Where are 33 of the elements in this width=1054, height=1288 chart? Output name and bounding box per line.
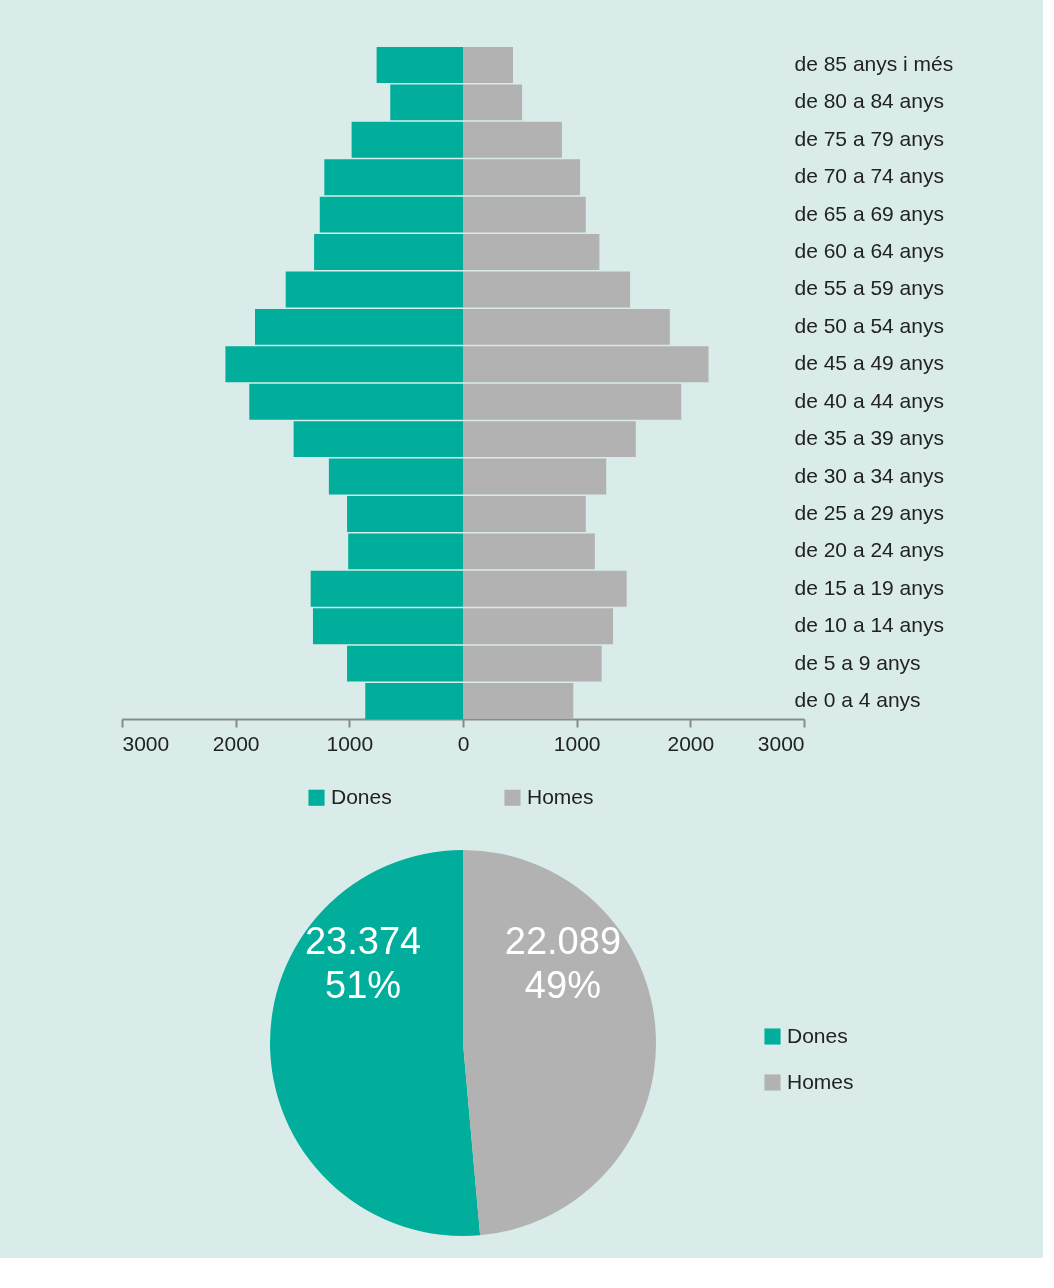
y-tick-label: de 85 anys i més <box>794 51 954 75</box>
y-tick-label: de 50 a 54 anys <box>794 313 944 337</box>
x-tick-label: 2000 <box>667 731 715 755</box>
y-tick-label: de 75 a 79 anys <box>794 126 944 150</box>
y-tick-label: de 0 a 4 anys <box>794 688 921 712</box>
x-tick-label: 2000 <box>212 731 260 755</box>
y-tick-label: de 25 a 29 anys <box>794 500 944 524</box>
y-tick-label: de 80 a 84 anys <box>794 89 944 113</box>
legend-label: Homes <box>527 784 594 808</box>
x-tick-label: 1000 <box>326 731 374 755</box>
legend-label: Dones <box>331 784 392 808</box>
y-tick-label: de 15 a 19 anys <box>794 575 944 599</box>
y-tick-label: de 30 a 34 anys <box>794 463 944 487</box>
y-tick-label: de 55 a 59 anys <box>794 276 944 300</box>
legend-label: Homes <box>787 1069 854 1093</box>
legend-label: Dones <box>787 1023 848 1047</box>
y-tick-label: de 65 a 69 anys <box>794 201 944 225</box>
y-tick-label: de 35 a 39 anys <box>794 426 944 450</box>
x-tick-label: 0 <box>457 731 470 755</box>
pie-slice <box>270 850 481 1236</box>
data-label: 23.374 51% <box>304 920 422 1006</box>
x-tick-label: 3000 <box>757 731 805 755</box>
y-tick-label: de 60 a 64 anys <box>794 239 944 263</box>
y-tick-label: de 5 a 9 anys <box>794 650 921 674</box>
y-tick-label: de 40 a 44 anys <box>794 388 944 412</box>
data-label: 22.089 49% <box>504 920 622 1006</box>
y-tick-label: de 10 a 14 anys <box>794 613 944 637</box>
x-tick-label: 1000 <box>553 731 601 755</box>
y-tick-label: de 70 a 74 anys <box>794 164 944 188</box>
pie-slice <box>463 850 656 1236</box>
y-tick-label: de 45 a 49 anys <box>794 351 944 375</box>
x-tick-label: 3000 <box>122 731 170 755</box>
y-tick-label: de 20 a 24 anys <box>794 538 944 562</box>
